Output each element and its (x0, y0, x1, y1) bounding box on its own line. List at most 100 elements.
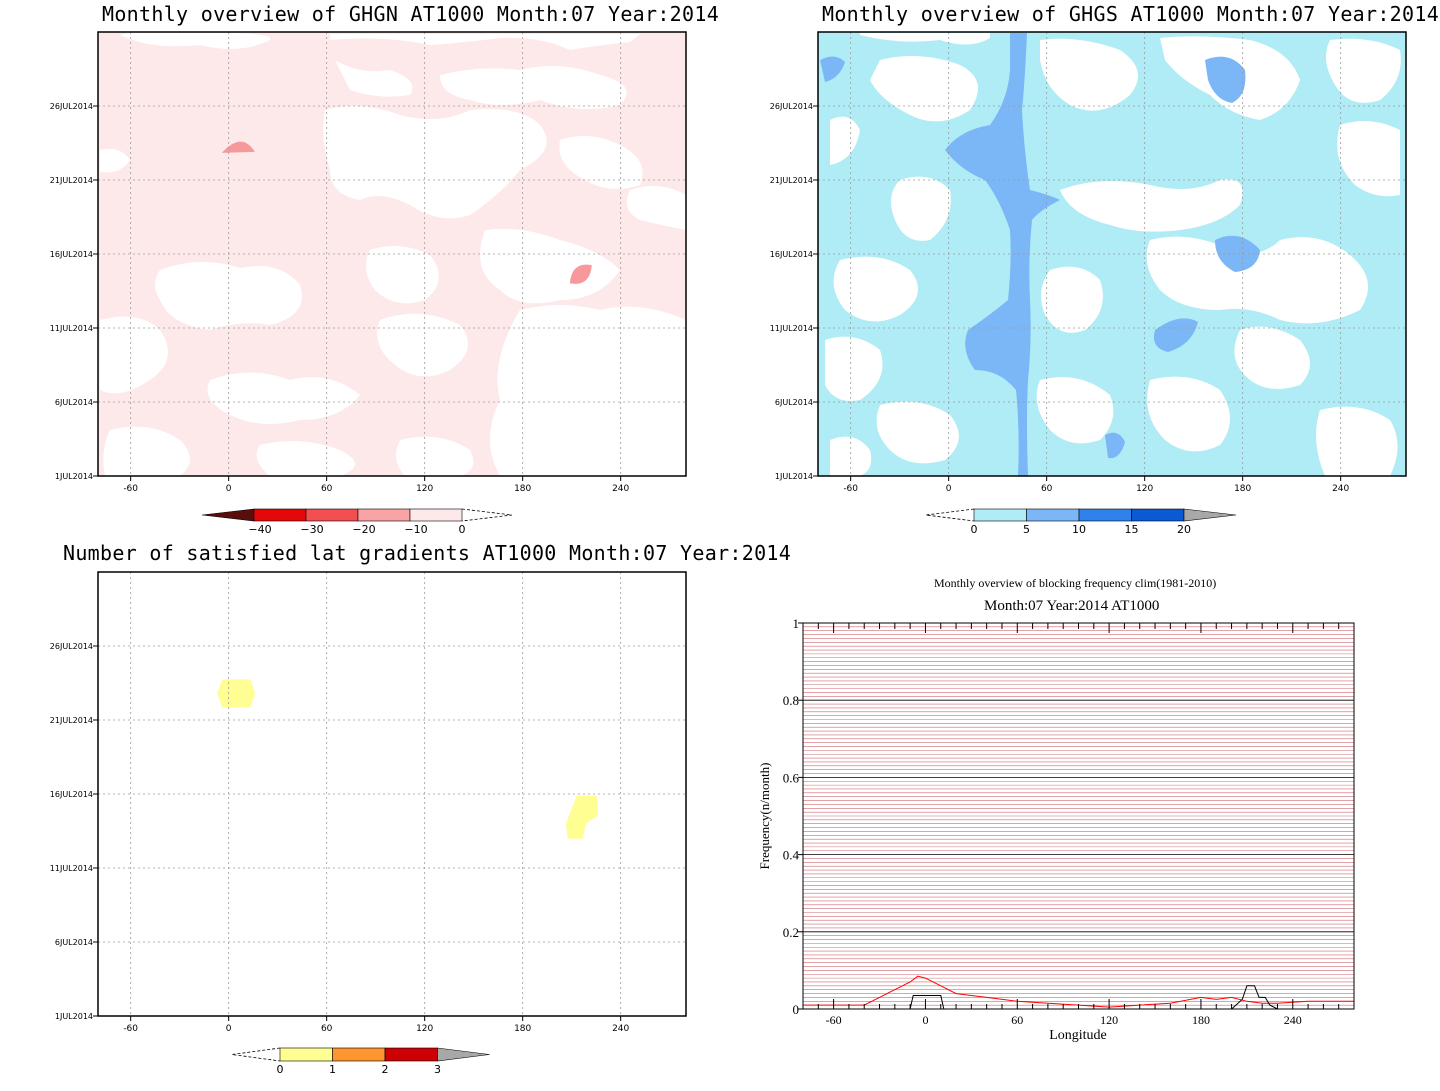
y-tick-label: 6JUL2014 (55, 398, 93, 407)
gradients-y-axis: 1JUL2014 6JUL2014 11JUL2014 16JUL2014 21JUL2… (50, 642, 98, 1021)
gradients-grid (98, 572, 686, 1016)
ghgs-grid (818, 32, 1406, 476)
ghgs-title: Monthly overview of GHGS AT1000 Month:07… (822, 2, 1440, 26)
y-tick-label: 0.6 (783, 770, 800, 785)
colorbar-segment (409, 508, 463, 522)
ghgn-y-axis: 1JUL2014 6JUL2014 11JUL2014 16JUL2014 21JUL2… (50, 102, 98, 481)
blocking-grid (803, 626, 1354, 1006)
colorbar-open-end (231, 1047, 281, 1062)
colorbar-label: 5 (1023, 523, 1030, 536)
y-tick-label: 6JUL2014 (55, 938, 93, 947)
y-tick-label: 6JUL2014 (775, 398, 813, 407)
gradients-title: Number of satisfied lat gradients AT1000… (63, 541, 792, 565)
ghgn-colorbar: −40 −30 −20 −10 0 (201, 508, 513, 536)
ghgn-title: Monthly overview of GHGN AT1000 Month:07… (102, 2, 720, 26)
ghgn-grid (98, 32, 686, 476)
y-tick-label: 16JUL2014 (50, 250, 93, 259)
colorbar-label: −20 (352, 523, 375, 536)
colorbar-label: 0 (971, 523, 978, 536)
y-tick-label: 26JUL2014 (50, 642, 93, 651)
colorbar-label: −30 (300, 523, 323, 536)
y-tick-label: 26JUL2014 (770, 102, 813, 111)
x-tick-label: 240 (1332, 484, 1349, 494)
x-tick-label: 60 (321, 484, 333, 494)
y-tick-label: 1 (793, 616, 800, 631)
colorbar-label: 3 (434, 1063, 441, 1076)
colorbar-label: 1 (329, 1063, 336, 1076)
y-tick-label: 21JUL2014 (50, 176, 93, 185)
x-tick-label: 240 (612, 484, 629, 494)
ghgn-anomaly-blob (221, 141, 255, 153)
ghgs-colorbar: 0 5 10 15 20 (925, 508, 1237, 536)
y-tick-label: 1JUL2014 (55, 1012, 93, 1021)
colorbar-label: 10 (1072, 523, 1086, 536)
colorbar-label: 0 (277, 1063, 284, 1076)
x-tick-label: 180 (1234, 484, 1251, 494)
ghgs-heatmap: -60 0 60 120 180 240 1JUL2014 6JUL2014 11JUL201… (770, 31, 1407, 536)
y-tick-label: 21JUL2014 (770, 176, 813, 185)
x-tick-label: 60 (321, 1024, 333, 1034)
colorbar-label: −10 (404, 523, 427, 536)
ghgn-features (221, 141, 592, 284)
y-tick-label: 1JUL2014 (55, 472, 93, 481)
ghgs-y-axis: 1JUL2014 6JUL2014 11JUL2014 16JUL2014 21JUL2… (770, 102, 818, 481)
blocking-series-line (803, 975, 1354, 1008)
y-tick-label: 16JUL2014 (770, 250, 813, 259)
x-tick-label: -60 (843, 484, 858, 494)
x-tick-label: 0 (922, 1013, 928, 1027)
gradients-region (217, 679, 256, 708)
y-tick-label: 16JUL2014 (50, 790, 93, 799)
colorbar-label: −40 (248, 523, 271, 536)
x-tick-label: 0 (226, 484, 232, 494)
x-tick-label: 240 (612, 1024, 629, 1034)
ghgn-heatmap: -60 0 60 120 180 240 1JUL2014 6JUL2014 11JUL201… (50, 31, 687, 536)
y-tick-label: 11JUL2014 (770, 324, 813, 333)
colorbar-label: 0 (459, 523, 466, 536)
y-tick-label: 11JUL2014 (50, 864, 93, 873)
blocking-y-label: Frequency(n/month) (757, 763, 772, 870)
x-tick-label: 180 (514, 484, 531, 494)
ghgn-anomaly-blob (569, 264, 592, 284)
ghgn-x-axis: -60 0 60 120 180 240 (123, 476, 630, 494)
x-tick-label: 60 (1011, 1013, 1023, 1027)
colorbar-label: 15 (1125, 523, 1139, 536)
x-tick-label: 120 (416, 1024, 433, 1034)
y-tick-label: 1JUL2014 (775, 472, 813, 481)
gradients-region (565, 795, 598, 839)
x-tick-label: 120 (1100, 1013, 1118, 1027)
y-tick-label: 0.8 (783, 693, 799, 708)
gradients-x-axis: -60 0 60 120 180 240 (123, 1016, 630, 1034)
colorbar-label: 20 (1177, 523, 1191, 536)
x-tick-label: -60 (123, 484, 138, 494)
gradients-features (217, 679, 598, 839)
x-tick-label: 180 (514, 1024, 531, 1034)
y-tick-label: 26JUL2014 (50, 102, 93, 111)
gradients-colorbar: 0 1 2 3 (231, 1047, 490, 1076)
y-tick-label: 0.2 (783, 925, 799, 940)
colorbar-label: 2 (382, 1063, 389, 1076)
x-tick-label: 120 (416, 484, 433, 494)
x-tick-label: 0 (946, 484, 952, 494)
y-tick-label: 0 (793, 1002, 800, 1017)
x-tick-label: 180 (1192, 1013, 1210, 1027)
blocking-subtitle: Month:07 Year:2014 AT1000 (984, 598, 1160, 614)
x-tick-label: 240 (1284, 1013, 1302, 1027)
colorbar-end (437, 1047, 490, 1062)
blocking-title: Monthly overview of blocking frequency c… (934, 576, 1217, 590)
y-tick-label: 11JUL2014 (50, 324, 93, 333)
blocking-x-axis: -60 0 60 120 180 240 (802, 623, 1355, 1027)
x-tick-label: 120 (1136, 484, 1153, 494)
colorbar-open-end (461, 508, 513, 522)
x-tick-label: -60 (123, 1024, 138, 1034)
colorbar-open-end (925, 508, 975, 522)
ghgs-contour-fill (818, 32, 1406, 476)
x-tick-label: 60 (1041, 484, 1053, 494)
x-tick-label: -60 (826, 1013, 842, 1027)
x-tick-label: 0 (226, 1024, 232, 1034)
ghgs-x-axis: -60 0 60 120 180 240 (843, 476, 1350, 494)
blocking-y-axis: 0 0.2 0.4 0.6 0.8 1 (783, 616, 803, 1017)
y-tick-label: 0.4 (783, 848, 800, 863)
colorbar-end (1183, 508, 1237, 522)
blocking-x-label: Longitude (1049, 1028, 1107, 1043)
